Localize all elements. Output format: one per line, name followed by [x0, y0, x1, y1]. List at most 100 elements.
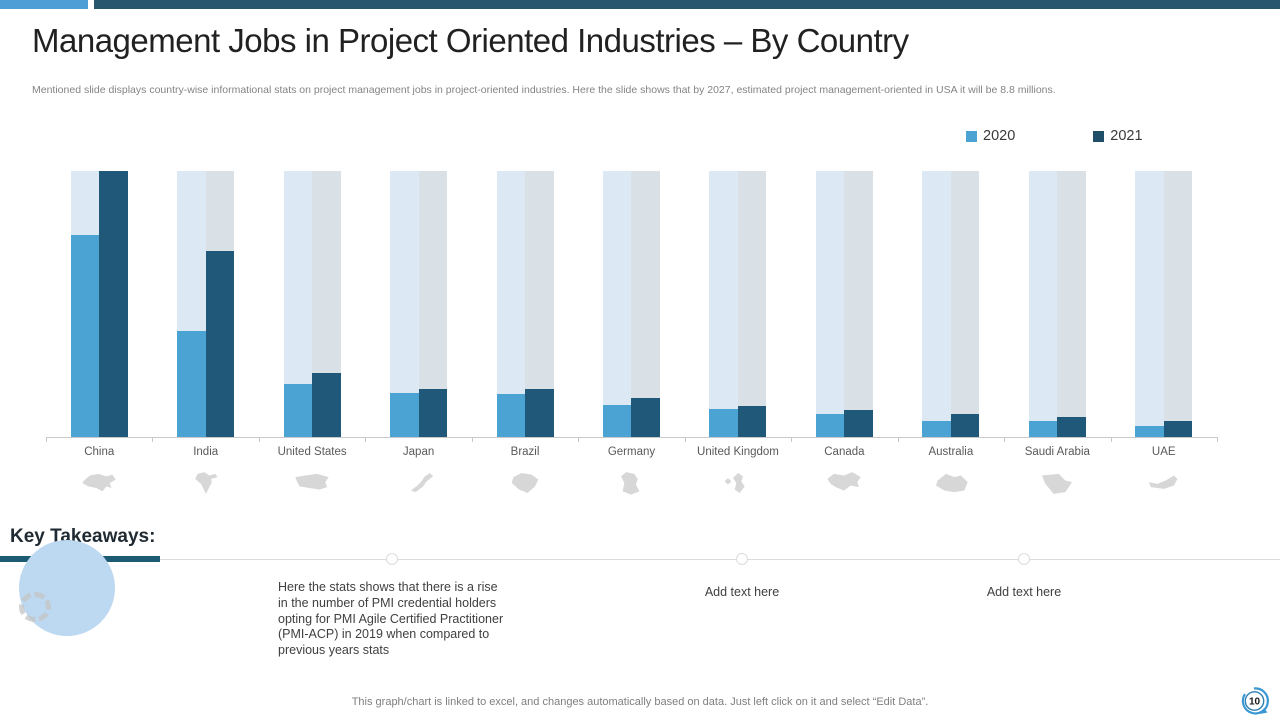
bar-group-united-states: [259, 171, 365, 437]
bar-2020-uae: [1135, 426, 1164, 437]
bar-2020-australia: [922, 421, 951, 437]
x-axis-tick: [1110, 437, 1112, 442]
x-axis-tick: [46, 437, 47, 442]
india-map-icon: [152, 466, 258, 500]
legend-swatch-2020-icon: [966, 130, 977, 142]
legend-swatch-2021-icon: [1093, 130, 1105, 142]
category-label-canada: Canada: [824, 446, 865, 458]
excel-link-note: This graph/chart is linked to excel, and…: [351, 696, 929, 708]
x-axis-tick: [1004, 437, 1006, 442]
bar-track-2020: [815, 171, 845, 437]
x-axis-tick: [1217, 437, 1218, 442]
bar-track-2020: [1028, 171, 1058, 437]
bar-group-germany: [578, 171, 684, 437]
bar-2020-brazil: [496, 394, 526, 437]
takeaway-text-3[interactable]: Add text here: [986, 585, 1062, 599]
bar-track-2021: [99, 171, 128, 437]
bar-track-2021: [631, 171, 660, 437]
category-label-uae: UAE: [1151, 446, 1176, 458]
arrowhead-icon: [1260, 708, 1268, 714]
bar-group-australia: [898, 171, 1004, 437]
timeline-node-1: [386, 553, 398, 565]
page-title: Management Jobs in Project Oriented Indu…: [32, 22, 909, 59]
decorative-hatched-circle-icon: [19, 592, 51, 622]
bar-group-united-kingdom: [685, 171, 791, 437]
legend-item-2020: 2020: [966, 128, 1015, 144]
bar-group-canada: [791, 171, 897, 437]
bar-2020-saudi-arabia: [1028, 421, 1058, 437]
bar-2021-india: [205, 250, 235, 437]
bar-track-2021: [205, 171, 235, 437]
top-accent-bar-light: [0, 0, 88, 9]
x-axis-tick: [684, 437, 686, 442]
category-label-saudi-arabia: Saudi Arabia: [1024, 446, 1090, 458]
bar-2021-japan: [418, 389, 448, 437]
bar-2020-united-states: [283, 383, 313, 437]
bar-track-2021: [737, 171, 767, 437]
bar-chart-plot-area[interactable]: [46, 171, 1217, 437]
x-axis-tick: [365, 437, 367, 442]
category-label-india: India: [193, 446, 219, 458]
takeaway-text-2[interactable]: Add text here: [704, 585, 780, 599]
category-label-australia: Australia: [928, 446, 974, 458]
bar-track-2021: [950, 171, 980, 437]
bar-2020-china: [70, 234, 100, 437]
bar-track-2020: [602, 171, 632, 437]
slide-subtitle: Mentioned slide displays country-wise in…: [32, 84, 1056, 96]
united-states-map-icon: [259, 466, 365, 500]
bar-2020-germany: [602, 405, 632, 437]
bar-track-2020: [922, 171, 951, 437]
timeline-node-2: [736, 553, 748, 565]
bar-track-2020: [390, 171, 419, 437]
bar-2021-saudi-arabia: [1057, 417, 1086, 437]
japan-map-icon: [365, 466, 471, 500]
uae-map-icon: [1111, 466, 1217, 500]
bar-2020-canada: [815, 414, 845, 437]
bar-track-2020: [70, 171, 100, 437]
bar-track-2021: [844, 171, 873, 437]
bar-track-2020: [283, 171, 313, 437]
bar-2021-australia: [950, 414, 980, 437]
category-labels-row: China India United States Japan Brazil German…: [46, 446, 1217, 458]
canada-map-icon: [791, 466, 897, 500]
bar-track-2020: [496, 171, 526, 437]
x-axis-tick: [258, 437, 260, 442]
bar-2021-brazil: [525, 389, 554, 437]
page-number: 10: [1249, 697, 1261, 708]
australia-map-icon: [898, 466, 1004, 500]
category-label-japan: Japan: [402, 446, 435, 458]
bar-track-2021: [312, 171, 341, 437]
x-axis-tick: [897, 437, 899, 442]
category-label-brazil: Brazil: [510, 446, 540, 458]
bar-track-2020: [177, 171, 206, 437]
timeline-node-3: [1018, 553, 1030, 565]
bar-2021-china: [99, 171, 128, 437]
category-label-united-kingdom: United Kingdom: [697, 446, 779, 458]
country-icons-row: [46, 466, 1217, 500]
category-label-china: China: [84, 446, 115, 458]
x-axis-tick: [791, 437, 793, 442]
takeaways-timeline: [160, 559, 1280, 560]
bar-track-2021: [418, 171, 448, 437]
bar-2021-canada: [844, 410, 873, 437]
key-takeaways-heading: Key Takeaways:: [10, 526, 156, 547]
x-axis-tick: [578, 437, 580, 442]
germany-map-icon: [578, 466, 684, 500]
bar-track-2020: [1135, 171, 1164, 437]
bar-2020-united-kingdom: [709, 409, 738, 437]
bar-2020-india: [177, 330, 206, 437]
bar-2021-united-states: [312, 373, 341, 437]
top-accent-bar-dark: [94, 0, 1280, 9]
bar-group-china: [46, 171, 152, 437]
bar-group-japan: [365, 171, 471, 437]
bar-group-uae: [1111, 171, 1217, 437]
bar-2021-uae: [1163, 421, 1193, 437]
bar-group-saudi-arabia: [1004, 171, 1110, 437]
bar-group-india: [152, 171, 258, 437]
bar-track-2021: [1057, 171, 1086, 437]
bar-track-2021: [1163, 171, 1193, 437]
x-axis-tick: [152, 437, 154, 442]
bar-2020-japan: [390, 393, 419, 437]
bar-2021-germany: [631, 398, 660, 437]
